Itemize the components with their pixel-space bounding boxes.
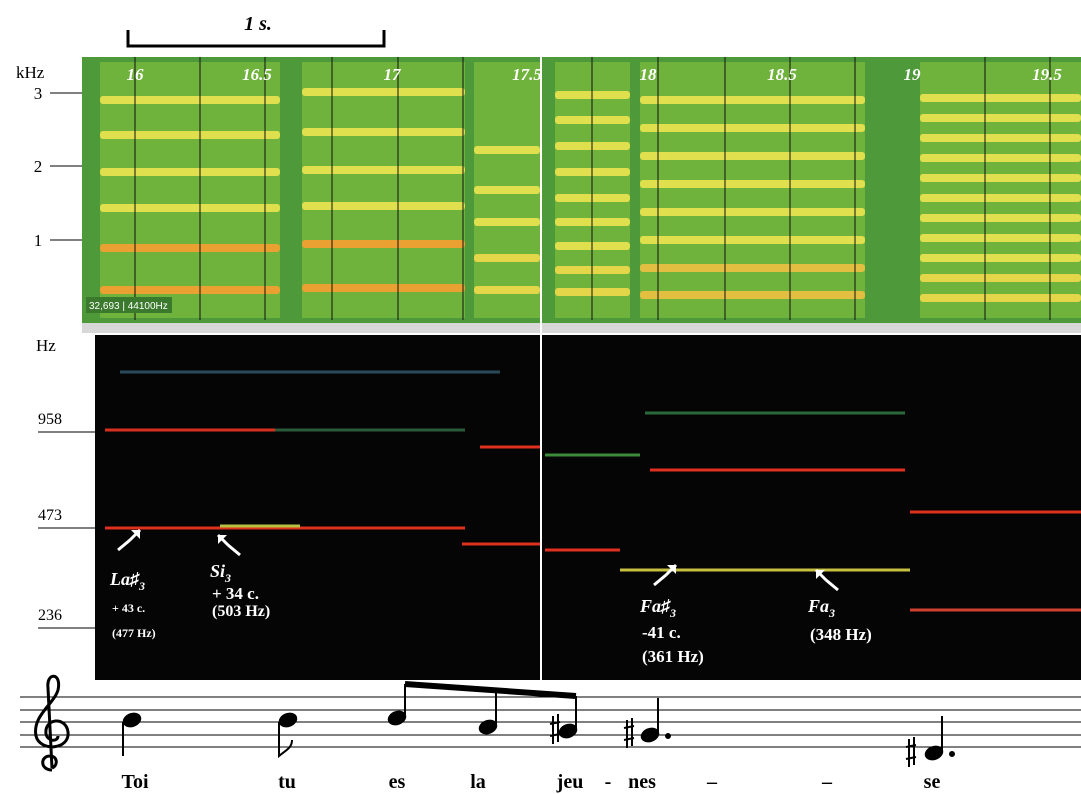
harmonic-band: [474, 254, 540, 262]
harmonic-band: [920, 134, 1081, 142]
note-octave: 3: [224, 571, 231, 585]
lyric: es: [389, 771, 406, 793]
note-letter: Fa♯: [639, 596, 671, 616]
harmonic-band: [100, 131, 280, 139]
lyric: –: [706, 771, 718, 793]
info-text: 32,693 | 44100Hz: [89, 301, 168, 312]
harmonic-band: [302, 88, 465, 96]
frequency: (361 Hz): [642, 647, 704, 666]
harmonic-band: [100, 96, 280, 104]
lyric: nes: [628, 771, 656, 793]
lyric: jeu: [556, 771, 584, 793]
harmonic-band: [100, 168, 280, 176]
info-box: [86, 297, 172, 313]
harmonic-band: [920, 174, 1081, 182]
khz-unit: kHz: [16, 63, 45, 82]
lyric: -: [605, 771, 612, 793]
harmonic-band: [474, 286, 540, 294]
harmonic-band: [920, 194, 1081, 202]
lyric: tu: [278, 771, 296, 793]
note-letter: Fa: [807, 596, 829, 616]
note-name: Fa3: [807, 596, 835, 620]
pitch-bg: [95, 335, 1081, 680]
cents: + 43 c.: [112, 601, 145, 615]
time-label: 19: [904, 65, 922, 84]
lyric: se: [924, 771, 941, 793]
harmonic-band: [302, 166, 465, 174]
harmonic-band: [640, 180, 865, 188]
harmonic-band: [920, 154, 1081, 162]
harmonic-band: [920, 94, 1081, 102]
frequency: (348 Hz): [810, 625, 872, 644]
harmonic-band: [640, 236, 865, 244]
arrow-head: [131, 530, 140, 539]
harmonic-band: [302, 284, 465, 292]
harmonic-band: [640, 291, 865, 299]
voiced-region: [302, 62, 465, 318]
scale-bar: [126, 30, 386, 48]
harmonic-band: [920, 254, 1081, 262]
arrow-head: [816, 570, 825, 579]
music-staff: [20, 674, 1081, 772]
hz-tick-label: 958: [38, 411, 62, 428]
note-octave: 3: [669, 606, 676, 620]
note-name: La♯3: [109, 569, 145, 593]
khz-tick-label: 2: [34, 157, 43, 176]
khz-tick-label: 1: [34, 231, 43, 250]
harmonic-band: [920, 114, 1081, 122]
harmonic-band: [920, 214, 1081, 222]
harmonic-band: [640, 96, 865, 104]
note-name: Fa♯3: [639, 596, 676, 620]
time-label: 16: [127, 65, 145, 84]
harmonic-band: [640, 208, 865, 216]
scale-label: 1 s.: [244, 13, 272, 35]
voiced-region: [100, 62, 280, 318]
arrow-head: [667, 565, 676, 574]
arrow-head: [218, 535, 227, 544]
harmonic-band: [920, 234, 1081, 242]
lyric: –: [821, 771, 833, 793]
note-octave: 3: [828, 606, 835, 620]
harmonic-band: [474, 146, 540, 154]
voiced-region: [640, 62, 865, 318]
frequency: (477 Hz): [112, 626, 156, 640]
harmonic-band: [302, 128, 465, 136]
harmonic-band: [920, 274, 1081, 282]
time-label: 17.5: [512, 65, 542, 84]
harmonic-band: [100, 244, 280, 252]
time-label: 19.5: [1032, 65, 1062, 84]
note-octave: 3: [138, 579, 145, 593]
note-name: Si3: [210, 561, 231, 585]
spectrogram: 16 16.5 17 17.5 18 18.5 19 19.5: [100, 57, 1081, 320]
time-label: 16.5: [242, 65, 272, 84]
harmonic-band: [100, 286, 280, 294]
harmonic-band: [640, 264, 865, 272]
harmonic-band: [474, 186, 540, 194]
separator: [82, 323, 1081, 333]
note-letter: La♯: [109, 569, 140, 589]
harmonic-band: [100, 204, 280, 212]
time-label: 18: [640, 65, 658, 84]
harmonic-band: [302, 240, 465, 248]
frequency: (503 Hz): [212, 603, 270, 620]
harmonic-band: [640, 152, 865, 160]
hz-unit: Hz: [36, 336, 56, 355]
lyric: Toi: [121, 771, 149, 793]
time-label: 18.5: [767, 65, 797, 84]
cents: -41 c.: [642, 623, 681, 642]
pitch-track: [105, 370, 1081, 612]
time-label: 17: [384, 65, 403, 84]
harmonic-band: [920, 294, 1081, 302]
cents: + 34 c.: [212, 584, 259, 603]
harmonic-band: [474, 218, 540, 226]
lyric: la: [470, 771, 486, 793]
harmonic-band: [302, 202, 465, 210]
hz-tick-label: 236: [38, 607, 62, 624]
khz-tick-label: 3: [34, 84, 43, 103]
note-letter: Si: [210, 561, 225, 581]
hz-tick-label: 473: [38, 507, 62, 524]
harmonic-band: [640, 124, 865, 132]
